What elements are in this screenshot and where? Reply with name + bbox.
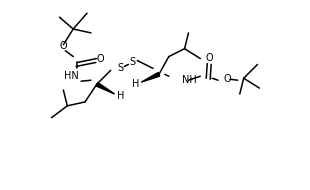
Text: HN: HN <box>64 71 79 81</box>
Text: NH: NH <box>182 75 196 85</box>
Text: O: O <box>206 53 213 63</box>
Polygon shape <box>141 73 160 82</box>
Text: O: O <box>97 54 104 63</box>
Text: O: O <box>60 41 67 51</box>
Polygon shape <box>96 82 115 94</box>
Text: H: H <box>132 79 139 89</box>
Text: O: O <box>223 74 231 84</box>
Text: S: S <box>129 58 135 67</box>
Text: H: H <box>117 91 124 101</box>
Text: S: S <box>117 63 124 73</box>
